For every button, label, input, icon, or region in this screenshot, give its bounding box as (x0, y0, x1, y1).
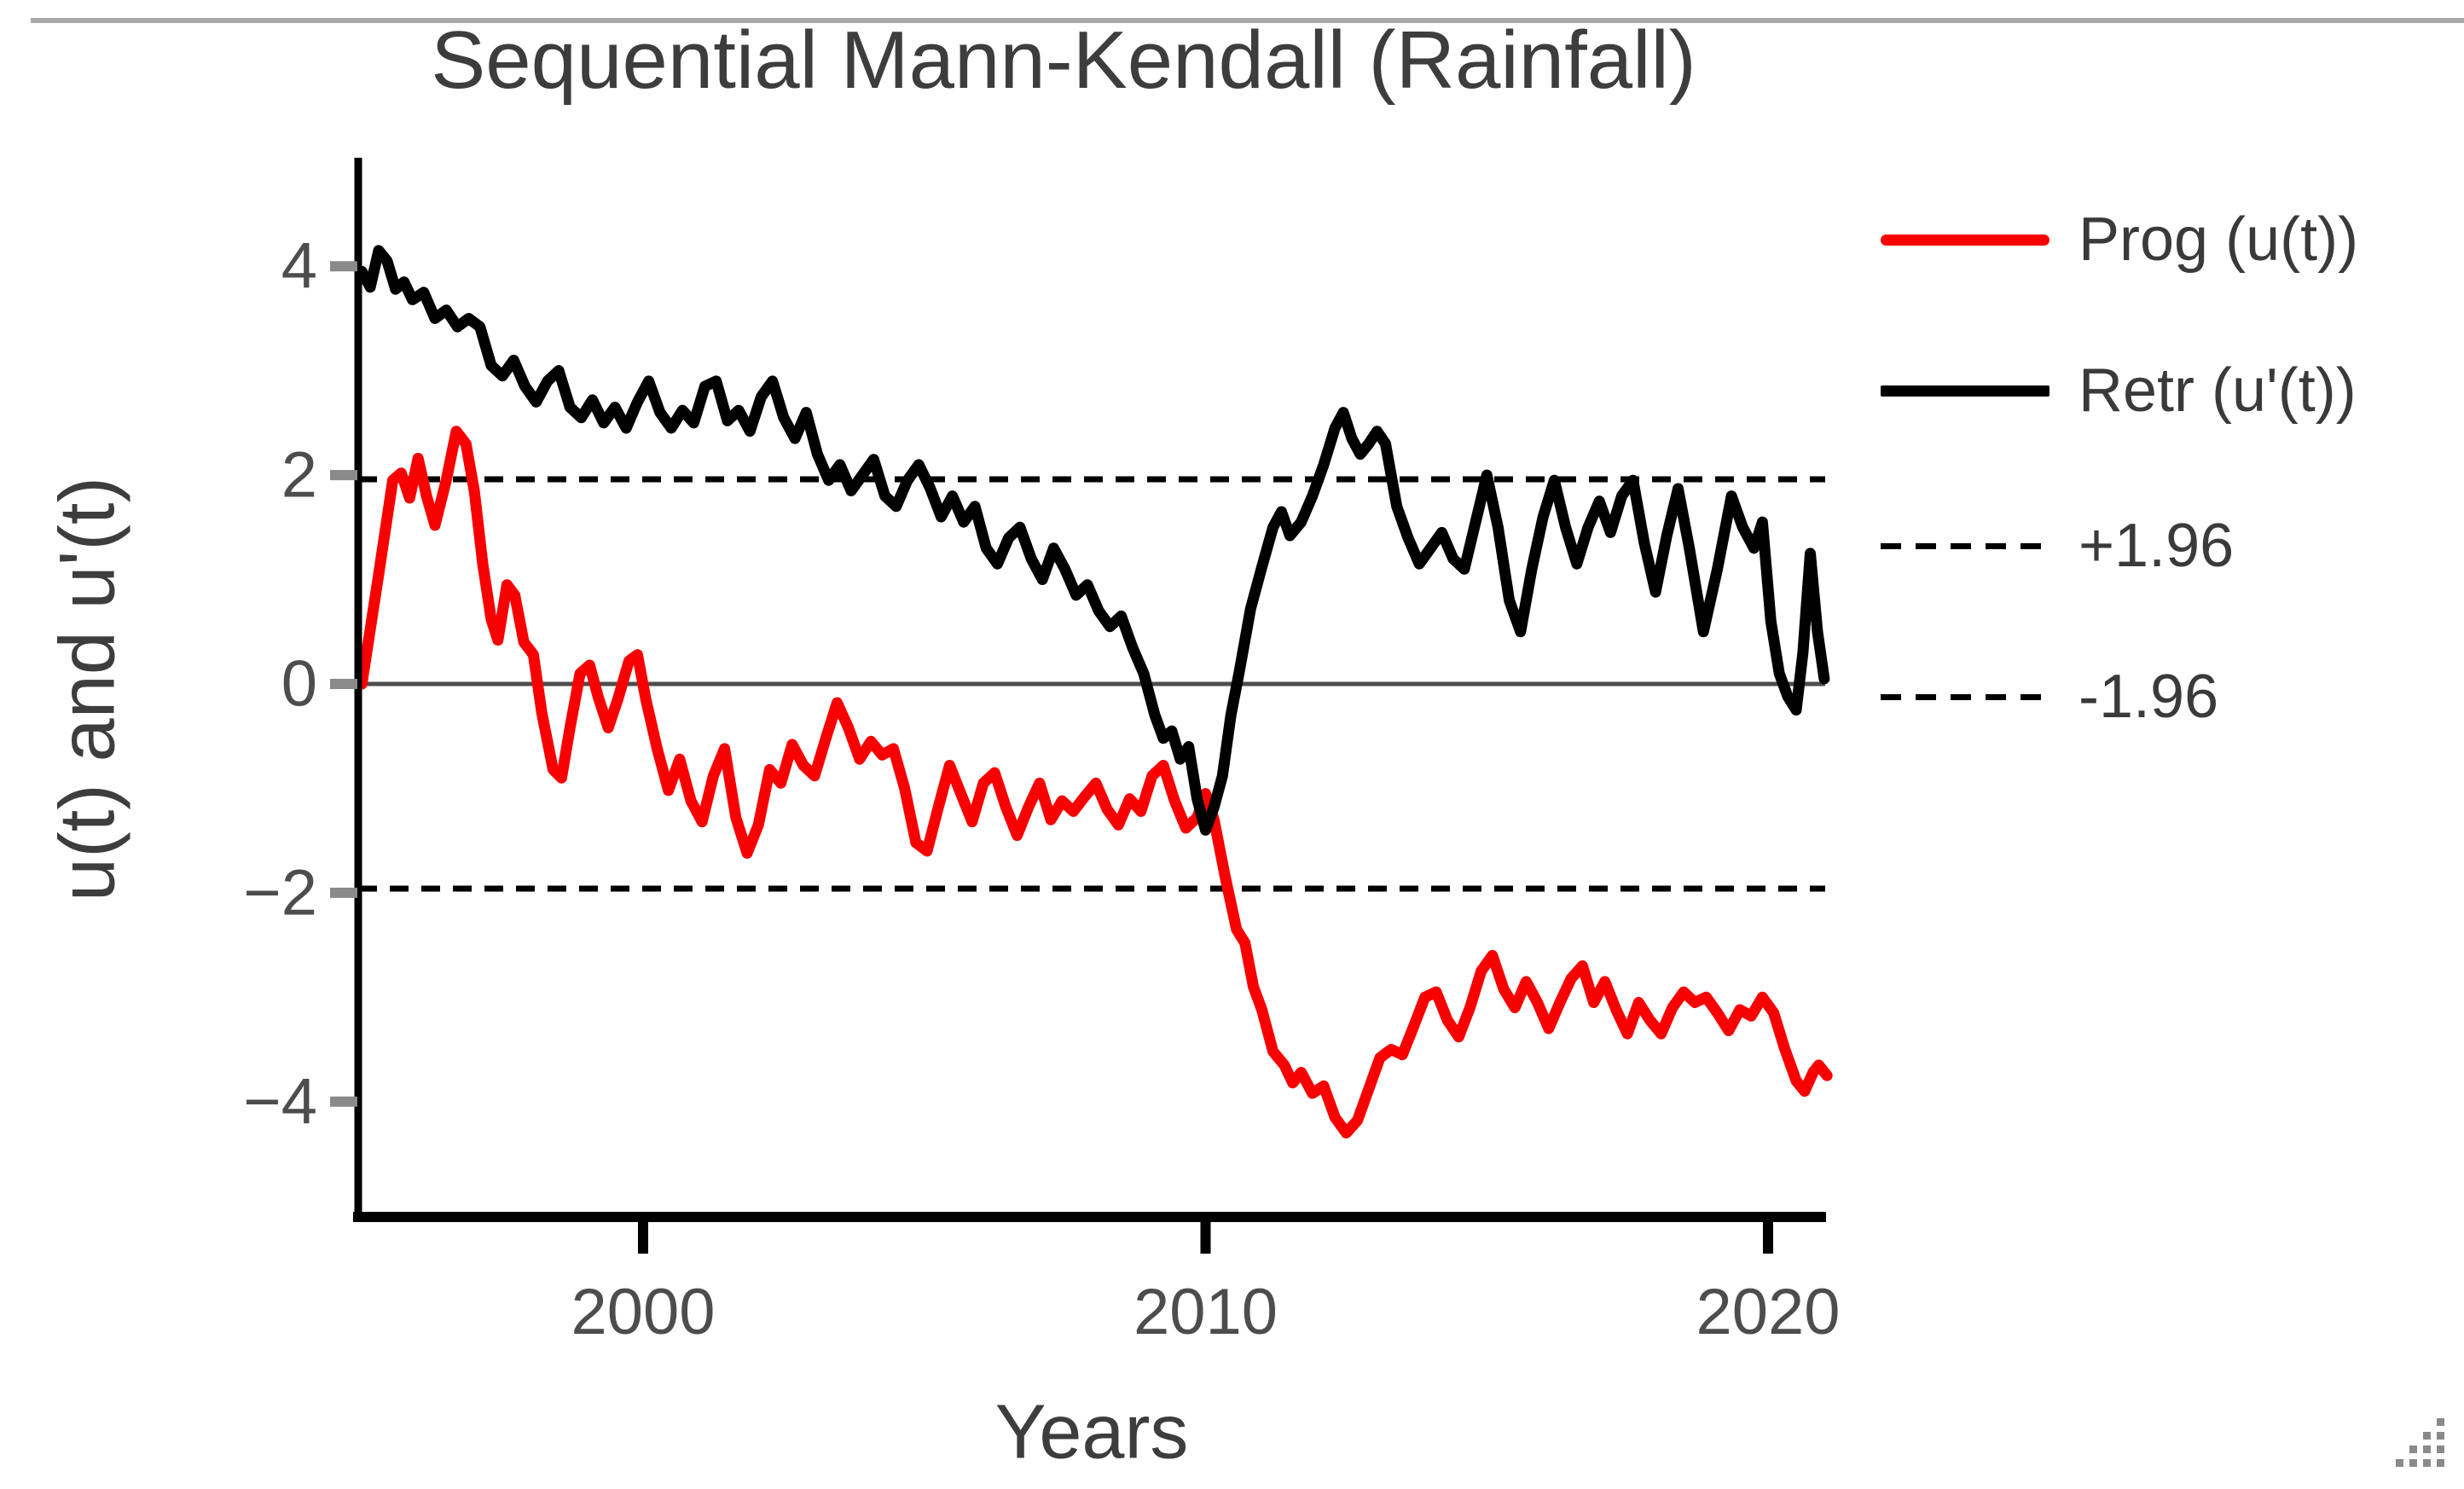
legend-item-prog: Prog (u(t)) (1881, 205, 2358, 275)
legend-label: +1.96 (2078, 512, 2235, 580)
legend-label: Retr (u'(t)) (2078, 356, 2357, 425)
legend-swatch-prog-line-icon (1881, 234, 2049, 246)
series-line-retr (356, 245, 1830, 836)
legend-swatch-retr-line-icon (1881, 385, 2049, 397)
series-line-prog (356, 426, 1833, 1138)
legend-label: Prog (u(t)) (2078, 206, 2359, 274)
legend-swatch-dashed-line-icon (1881, 542, 2049, 549)
legend-swatch-dashed-line-icon (1881, 693, 2049, 700)
top-divider-line (31, 18, 2464, 23)
legend-label: -1.96 (2078, 663, 2219, 731)
resize-grip-icon[interactable] (2396, 1418, 2444, 1467)
chart-title: Sequential Mann-Kendall (Rainfall) (431, 14, 1696, 106)
legend-item-lower-bound: -1.96 (1881, 662, 2218, 732)
x-axis-label: Years (994, 1389, 1189, 1475)
legend-item-retr: Retr (u'(t)) (1881, 356, 2357, 426)
legend-item-upper-bound: +1.96 (1881, 511, 2234, 581)
